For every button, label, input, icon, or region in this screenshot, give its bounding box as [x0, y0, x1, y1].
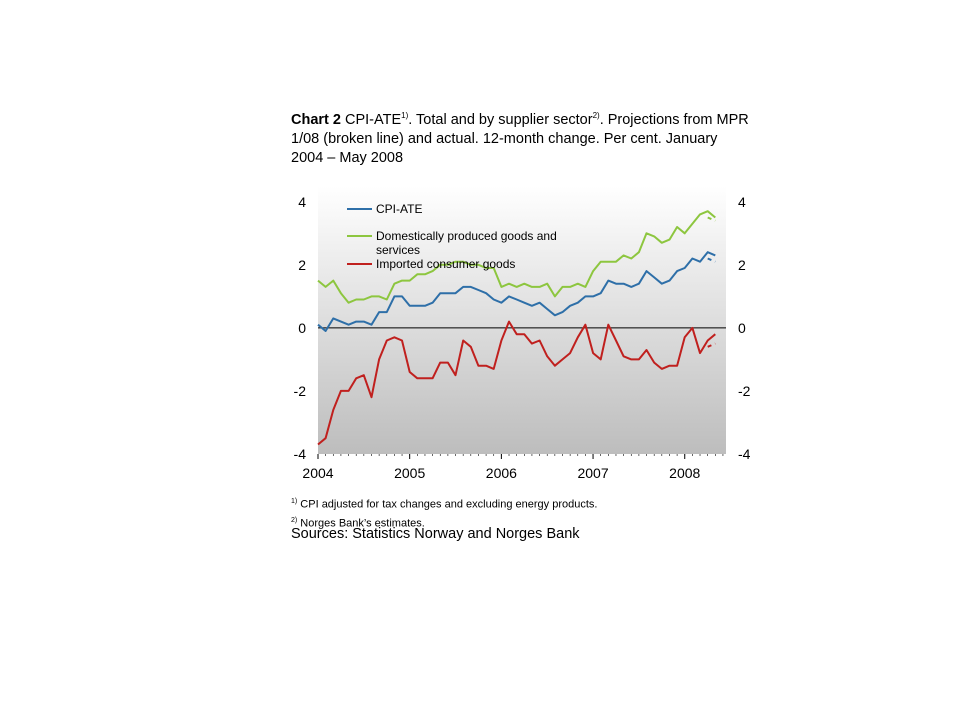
x-tick-label: 2006 — [486, 465, 517, 481]
series-line-0 — [317, 251, 716, 332]
footnotes: 1) CPI adjusted for tax changes and excl… — [291, 494, 597, 531]
title-mid: . Total and by supplier sector — [408, 111, 593, 128]
sources-note: Sources: Statistics Norway and Norges Ba… — [291, 526, 580, 542]
title-rest: . Projections from MPR 1/08 (broken line… — [291, 111, 749, 166]
title-footnote-ref-2: 2) — [592, 111, 600, 120]
y-tick-label-right: -4 — [738, 446, 751, 462]
plot-area — [318, 186, 726, 454]
legend-label-1: Domestically produced goods and services — [376, 229, 557, 257]
legend-label-0: CPI-ATE — [376, 202, 422, 216]
series-line-2 — [317, 320, 716, 446]
y-tick-label-right: 2 — [738, 257, 746, 273]
y-tick-label-left: 0 — [298, 320, 306, 336]
chart-title: Chart 2 CPI-ATE1). Total and by supplier… — [291, 106, 751, 168]
x-tick-label: 2005 — [394, 465, 425, 481]
x-tick-label: 2007 — [577, 465, 608, 481]
footnote-1: 1) CPI adjusted for tax changes and excl… — [291, 498, 598, 511]
y-tick-label-left: 4 — [298, 194, 306, 210]
title-main: CPI-ATE — [345, 111, 402, 128]
y-tick-label-right: -2 — [738, 383, 751, 399]
series-line-1 — [317, 210, 716, 304]
y-tick-label-left: -4 — [294, 446, 307, 462]
footnote-2: 2) Norges Bank’s estimates. — [291, 516, 425, 530]
y-tick-label-left: 2 — [298, 257, 306, 273]
legend-label-2: Imported consumer goods — [376, 257, 515, 271]
projection-line-2 — [707, 342, 716, 348]
projection-line-0 — [707, 257, 716, 263]
projection-line-1 — [707, 216, 716, 222]
chart-number: Chart 2 — [291, 111, 341, 128]
x-tick-label: 2008 — [669, 465, 700, 481]
y-tick-label-right: 4 — [738, 194, 746, 210]
y-tick-label-right: 0 — [738, 320, 746, 336]
title-footnote-ref-1: 1) — [401, 111, 409, 120]
x-tick-label: 2004 — [302, 465, 333, 481]
y-tick-label-left: -2 — [294, 383, 307, 399]
